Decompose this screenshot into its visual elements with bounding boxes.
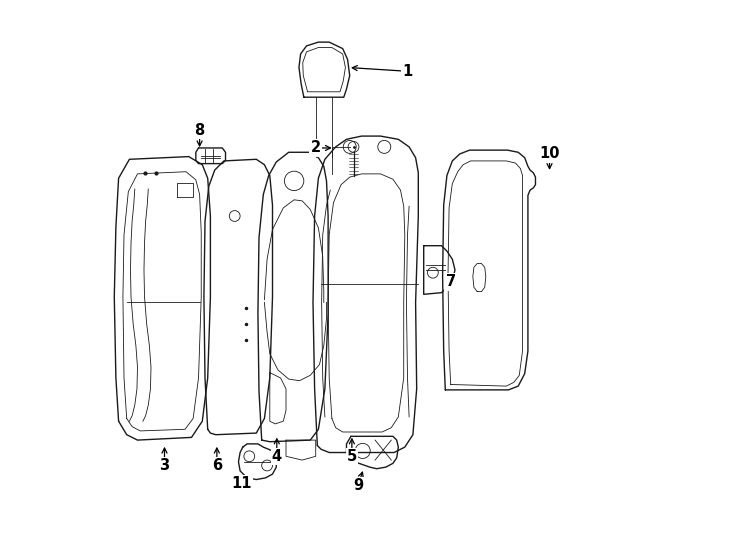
Text: 5: 5 [346, 449, 357, 464]
Text: 7: 7 [446, 274, 456, 289]
Text: 8: 8 [195, 123, 205, 138]
Text: 1: 1 [402, 64, 413, 79]
Text: 2: 2 [310, 140, 321, 156]
Text: 11: 11 [231, 476, 252, 491]
Text: 10: 10 [539, 146, 560, 161]
Text: 6: 6 [212, 458, 222, 473]
Text: 3: 3 [159, 458, 170, 473]
Text: 9: 9 [353, 478, 363, 494]
Text: 4: 4 [272, 449, 282, 464]
